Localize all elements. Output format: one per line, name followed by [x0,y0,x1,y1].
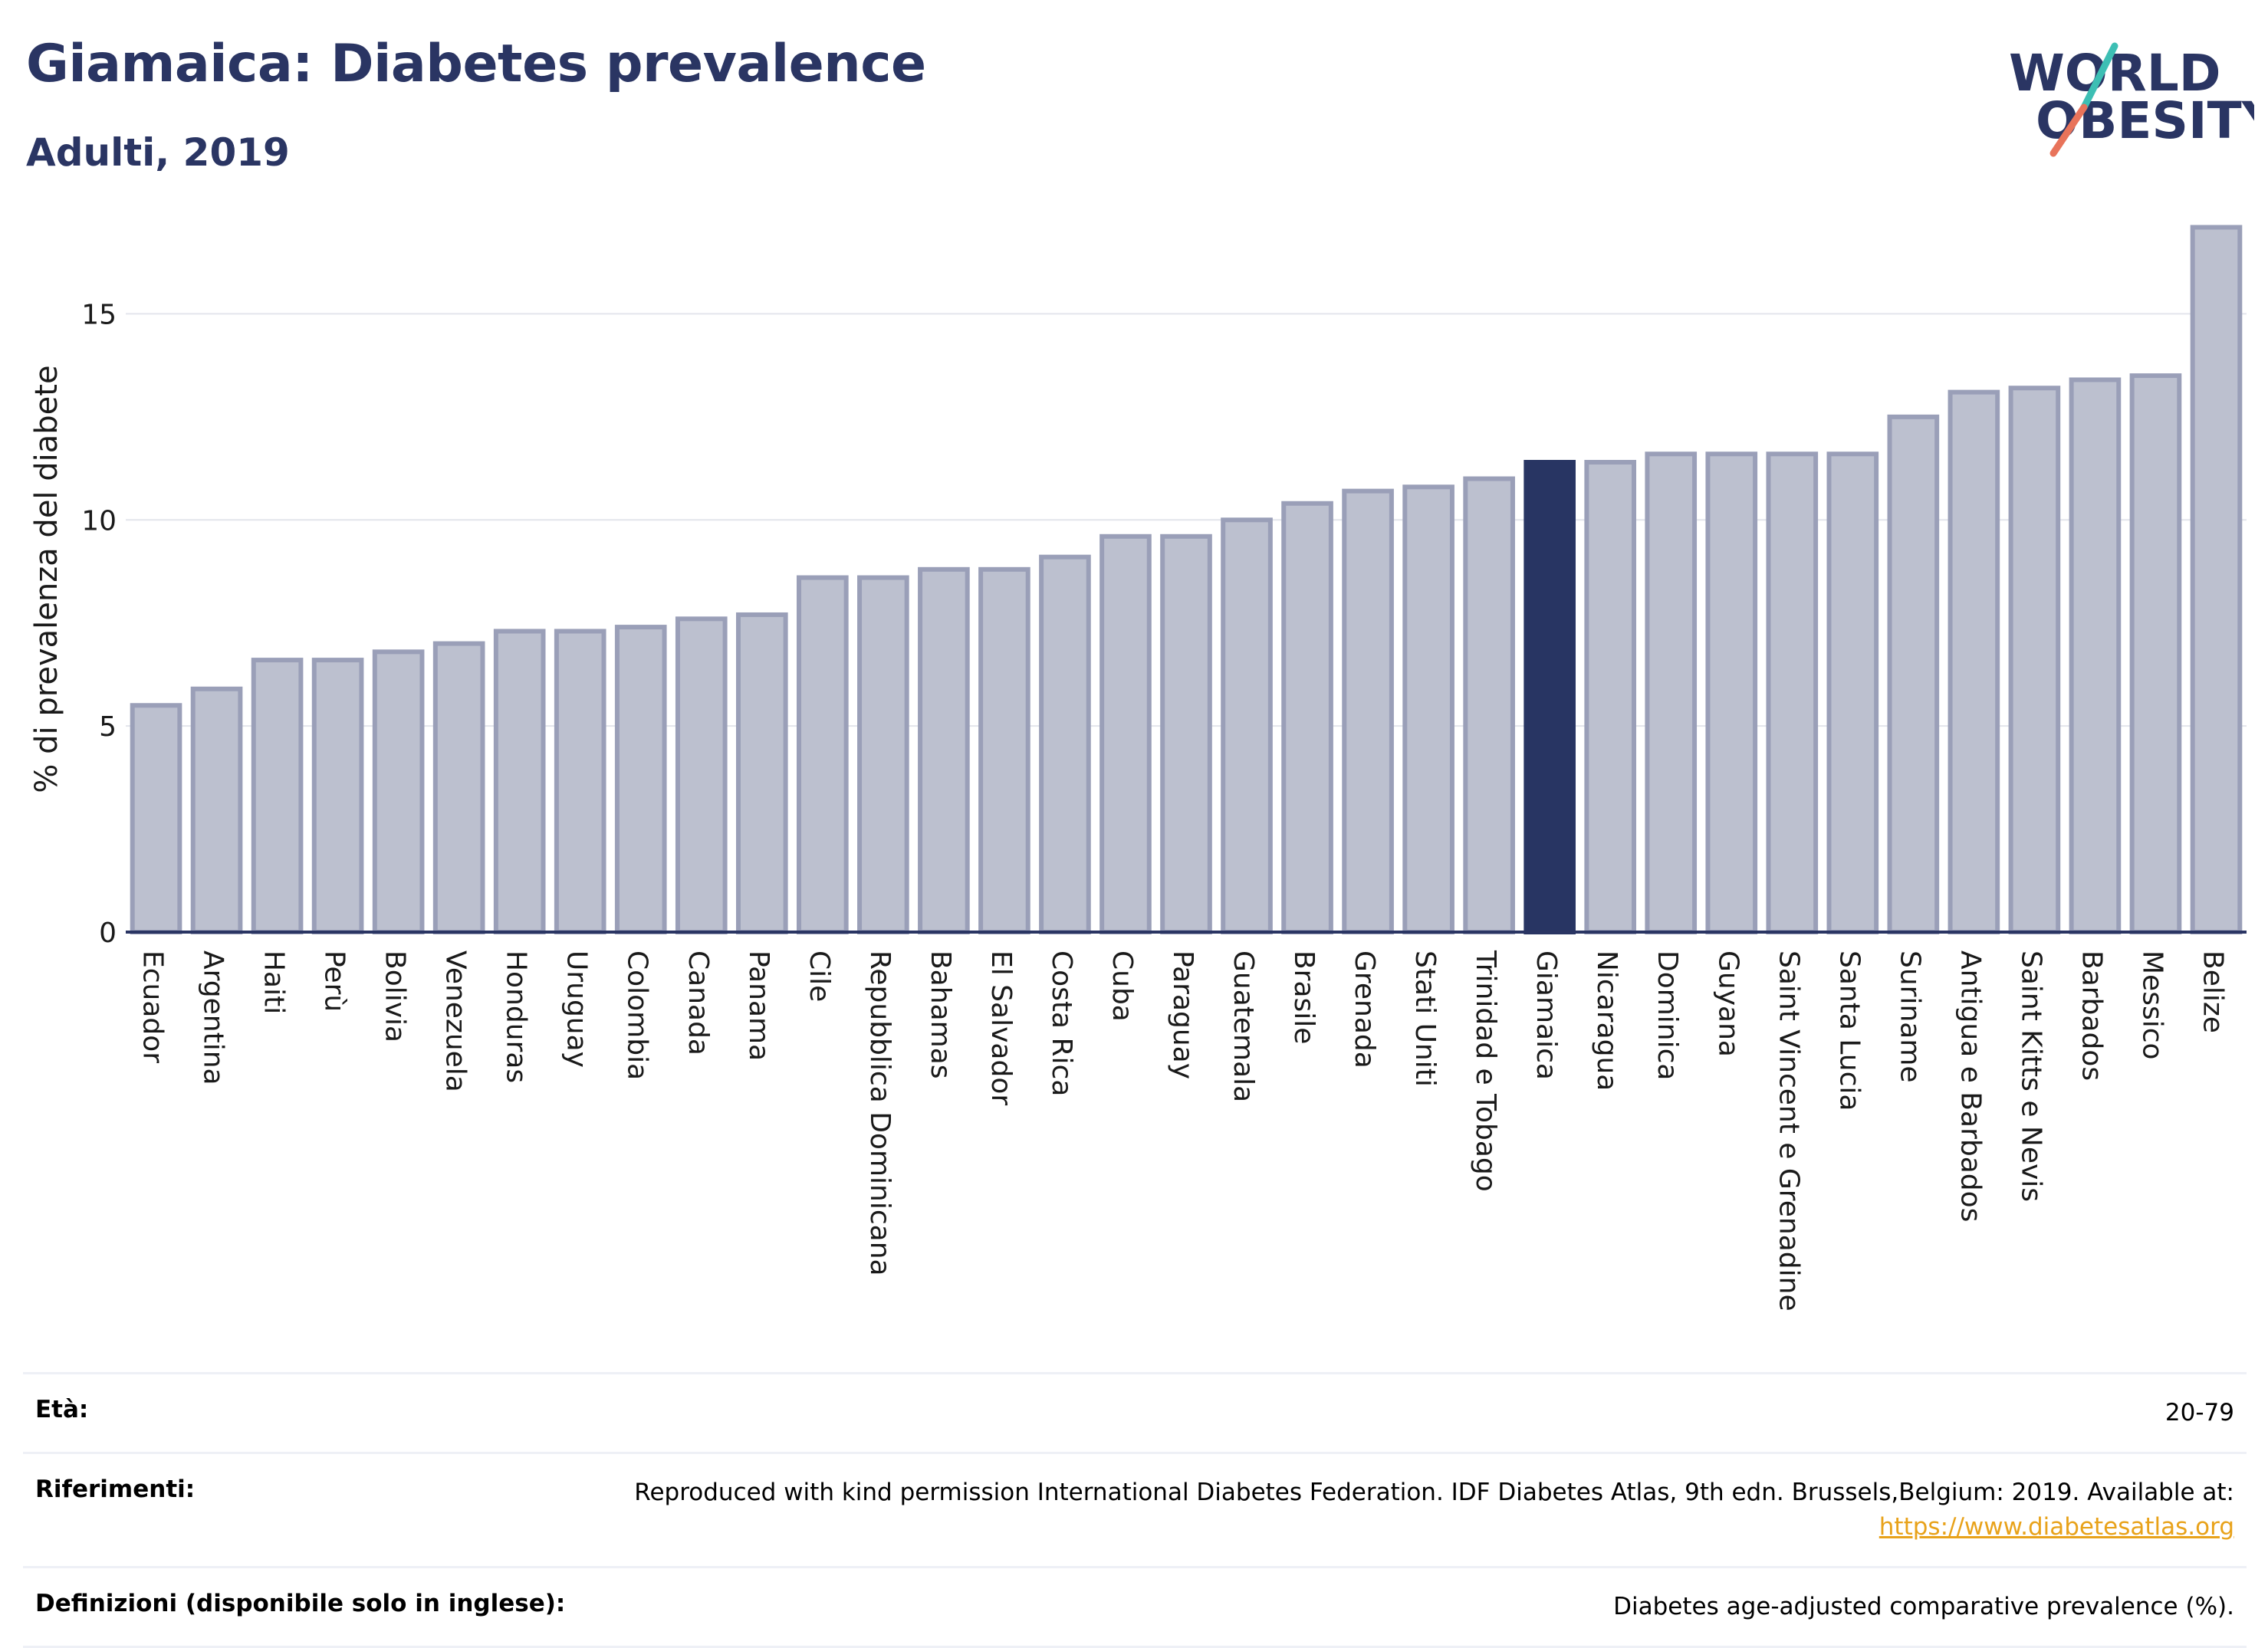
x-tick-label: Saint Kitts e Nevis [2015,950,2046,1202]
x-tick-label: Colombia [622,950,653,1080]
age-value: 20-79 [2164,1399,2234,1426]
x-tick-label: Haiti [258,950,290,1014]
bar-cile[interactable] [797,575,849,935]
bar-stati-uniti[interactable] [1402,484,1454,934]
bar-nicaragua[interactable] [1584,460,1637,934]
bar-chart: 0 5 10 15 Ecuador Argentina Haiti Perù Bolivia V… [29,225,2247,1312]
x-tick-label: Repubblica Dominicana [864,950,896,1276]
bar-repubblica-dominicana[interactable] [857,575,909,935]
bar-venezuela[interactable] [432,641,485,934]
bar-paraguay[interactable] [1160,533,1212,934]
age-label: Età: [35,1396,89,1423]
bar-antigua-e-barbados[interactable] [1948,389,2000,934]
x-tick-label: Bolivia [380,950,411,1042]
x-tick-label: Guatemala [1228,950,1259,1102]
references-link[interactable]: https://www.diabetesatlas.org [1878,1512,2234,1541]
x-tick-label: Costa Rica [1046,950,1077,1096]
info-row-age: Età: 20-79 [23,1372,2247,1452]
bar-santa-lucia[interactable] [1826,451,1879,934]
x-tick-label: Ecuador [137,950,169,1063]
x-tick-label: Santa Lucia [1833,950,1865,1111]
x-tick-label: Venezuela [440,950,472,1092]
bar-costa-rica[interactable] [1039,554,1091,934]
bar-canada[interactable] [675,616,728,935]
y-tick-label: 5 [99,711,117,743]
bar-panama[interactable] [735,612,788,935]
bar-guatemala[interactable] [1221,517,1273,934]
x-tick-label: Canada [682,950,714,1055]
x-tick-label: Perù [319,950,350,1012]
x-tick-label: Paraguay [1167,950,1198,1079]
info-row-definitions: Definizioni (disponibile solo in inglese… [23,1565,2247,1648]
bar-argentina[interactable] [190,686,243,935]
bar-guyana[interactable] [1705,451,1758,934]
y-tick-label: 0 [99,918,117,949]
x-tick-label: El Salvador [985,950,1017,1105]
bar-per-[interactable] [311,658,364,934]
references-label: Riferimenti: [35,1475,196,1503]
x-tick-label: Nicaragua [1591,950,1622,1091]
bar-bahamas[interactable] [918,566,970,934]
x-tick-label: Uruguay [561,950,593,1068]
info-row-references: Riferimenti: Reproduced with kind permis… [23,1451,2247,1566]
bar-grenada[interactable] [1342,488,1394,934]
bar-ecuador[interactable] [130,703,182,934]
y-axis-label: % di prevalenza del diabete [29,365,64,793]
x-tick-label: Guyana [1712,950,1744,1057]
x-tick-label: Messico [2136,950,2168,1060]
bar-messico[interactable] [2129,373,2182,935]
y-axis-ticks: 0 5 10 15 [81,299,117,949]
y-tick-label: 10 [81,505,117,537]
x-tick-label: Antigua e Barbados [1954,950,1986,1222]
bar-dominica[interactable] [1645,451,1698,934]
x-tick-label: Trinidad e Tobago [1470,950,1501,1192]
bar-suriname[interactable] [1887,414,1940,934]
bar-giamaica[interactable] [1524,460,1576,934]
bars [130,225,2243,935]
bar-saint-vincent-e-grenadine[interactable] [1766,451,1819,934]
bar-uruguay[interactable] [554,629,606,934]
x-tick-label: Dominica [1652,950,1683,1081]
x-tick-label: Bahamas [925,950,956,1079]
bar-barbados[interactable] [2069,377,2122,935]
x-tick-label: Panama [743,950,774,1061]
x-tick-label: Stati Uniti [1409,950,1441,1087]
world-obesity-logo: WORLD OBESITY [2009,42,2254,157]
x-tick-label: Argentina [198,950,229,1085]
x-tick-label: Cuba [1106,950,1138,1022]
x-tick-label: Belize [2197,950,2228,1033]
logo-line-1: WORLD [2009,44,2221,103]
bar-honduras[interactable] [493,629,546,934]
x-tick-label: Cile [804,950,835,1002]
x-tick-label: Saint Vincent e Grenadine [1773,950,1804,1312]
x-tick-label: Suriname [1894,950,1925,1083]
bar-belize[interactable] [2190,225,2243,935]
bar-cuba[interactable] [1099,533,1152,934]
logo-slash-teal [2080,42,2118,111]
x-tick-label: Giamaica [1530,950,1562,1080]
x-tick-label: Grenada [1349,950,1380,1069]
chart-subtitle: Adulti, 2019 [26,130,290,175]
y-tick-label: 15 [81,299,117,330]
references-text: Reproduced with kind permission Internat… [634,1478,2234,1506]
x-tick-label: Brasile [1288,950,1320,1044]
bar-saint-kitts-e-nevis[interactable] [2008,386,2061,934]
bar-haiti[interactable] [251,658,304,934]
bar-brasile[interactable] [1281,501,1333,934]
definitions-value: Diabetes age-adjusted comparative preval… [1613,1592,2234,1620]
x-tick-label: Barbados [2076,950,2107,1081]
info-table: Età: 20-79 Riferimenti: Reproduced with … [23,1372,2247,1648]
bar-trinidad-e-tobago[interactable] [1463,476,1515,934]
x-tick-label: Honduras [501,950,532,1083]
bar-colombia[interactable] [614,625,667,934]
logo-slash-coral [2049,103,2088,157]
definitions-label: Definizioni (disponibile solo in inglese… [35,1589,566,1617]
references-value: Reproduced with kind permission Internat… [634,1476,2234,1545]
chart-title: Giamaica: Diabetes prevalence [26,34,926,94]
bar-bolivia[interactable] [372,649,425,935]
bar-el-salvador[interactable] [978,566,1030,934]
x-axis-labels: Ecuador Argentina Haiti Perù Bolivia Venezuel… [137,950,2229,1312]
